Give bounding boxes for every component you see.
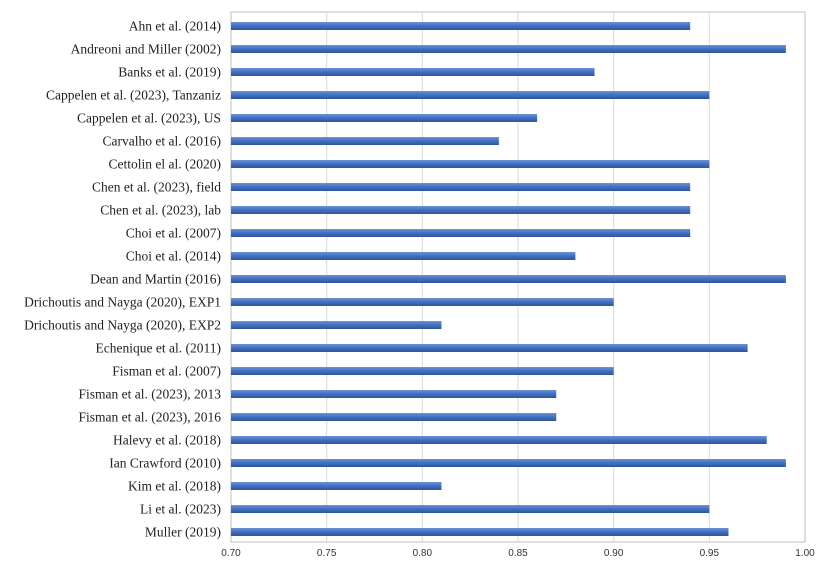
bar <box>231 114 538 122</box>
category-label: Dean and Martin (2016) <box>90 272 221 287</box>
category-label: Drichoutis and Nayga (2020), EXP1 <box>24 295 221 310</box>
bar <box>231 459 786 467</box>
category-label: Cappelen et al. (2023), US <box>77 111 221 126</box>
bar <box>231 160 710 168</box>
bar <box>231 344 748 352</box>
bar <box>231 137 499 145</box>
category-label: Chen et al. (2023), field <box>92 180 221 195</box>
bar <box>231 22 691 30</box>
x-tick-label: 0.95 <box>700 548 720 559</box>
category-label: Choi et al. (2014) <box>126 249 221 264</box>
bar <box>231 390 557 398</box>
category-label: Ahn et al. (2014) <box>129 19 221 34</box>
category-label: Ian Crawford (2010) <box>109 456 221 471</box>
category-labels: Ahn et al. (2014) Andreoni and Miller (20… <box>24 19 221 540</box>
x-tick-label: 0.90 <box>604 548 624 559</box>
bar <box>231 275 786 283</box>
bar <box>231 45 786 53</box>
x-tick-label: 0.75 <box>317 548 337 559</box>
category-label: Muller (2019) <box>145 525 221 540</box>
bar <box>231 482 442 490</box>
category-label: Andreoni and Miller (2002) <box>71 42 221 57</box>
bars <box>231 22 786 536</box>
bar <box>231 298 614 306</box>
category-label: Echenique et al. (2011) <box>96 341 221 356</box>
bar <box>231 528 729 536</box>
category-label: Banks et al. (2019) <box>118 65 221 80</box>
category-label: Drichoutis and Nayga (2020), EXP2 <box>24 318 221 333</box>
category-label: Choi et al. (2007) <box>126 226 221 241</box>
bar <box>231 436 767 444</box>
category-label: Li et al. (2023) <box>140 502 221 517</box>
bar <box>231 505 710 513</box>
category-label: Fisman et al. (2023), 2013 <box>79 387 222 402</box>
category-label: Cappelen et al. (2023), Tanzaniz <box>46 88 221 103</box>
bar <box>231 91 710 99</box>
category-label: Carvalho et al. (2016) <box>103 134 221 149</box>
x-tick-label: 0.80 <box>413 548 433 559</box>
bar <box>231 229 691 237</box>
category-label: Chen et al. (2023), lab <box>100 203 221 218</box>
category-label: Fisman et al. (2023), 2016 <box>79 410 222 425</box>
x-tick-label: 0.85 <box>508 548 528 559</box>
bar <box>231 413 557 421</box>
bar <box>231 206 691 214</box>
category-label: Kim et al. (2018) <box>128 479 221 494</box>
category-label: Halevy et al. (2018) <box>113 433 221 448</box>
bar <box>231 183 691 191</box>
x-tick-labels: 0.70 0.75 0.80 0.85 0.90 0.95 1.00 <box>221 548 815 559</box>
bar <box>231 68 595 76</box>
bar <box>231 252 576 260</box>
bar <box>231 321 442 329</box>
bar <box>231 367 614 375</box>
x-tick-label: 0.70 <box>221 548 241 559</box>
category-label: Cettolin el al. (2020) <box>109 157 221 172</box>
category-label: Fisman et al. (2007) <box>112 364 221 379</box>
x-tick-label: 1.00 <box>795 548 815 559</box>
